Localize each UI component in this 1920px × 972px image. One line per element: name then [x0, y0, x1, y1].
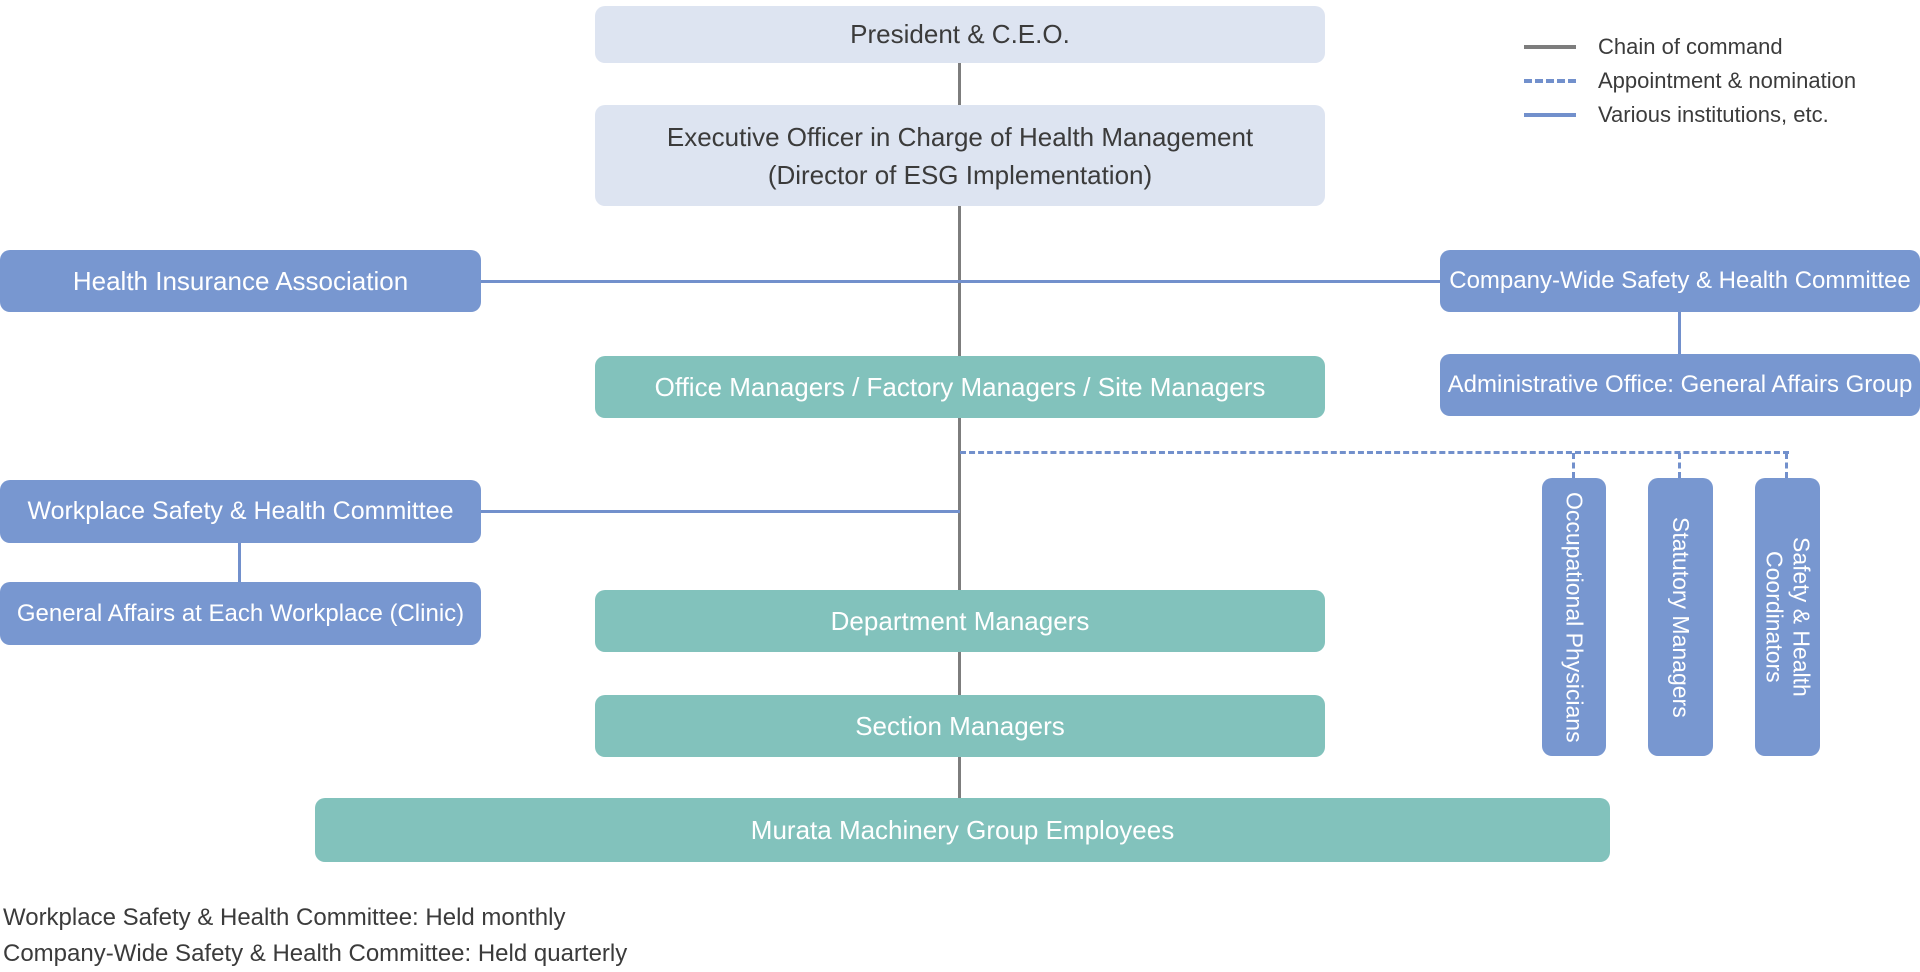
general-affairs-clinic-label: General Affairs at Each Workplace (Clini…	[16, 599, 465, 627]
occupational-physicians-label: Occupational Physicians	[1561, 491, 1588, 743]
office-managers-box: Office Managers / Factory Managers / Sit…	[595, 356, 1325, 418]
footnote-workplace-monthly: Workplace Safety & Health Committee: Hel…	[3, 904, 566, 931]
executive-officer-label-line1: Executive Officer in Charge of Health Ma…	[666, 121, 1254, 152]
legend: Chain of command Appointment & nominatio…	[1524, 30, 1856, 132]
safety-health-coordinators-label: Safety & Health Coordinators	[1761, 537, 1815, 697]
executive-officer-box: Executive Officer in Charge of Health Ma…	[595, 105, 1325, 206]
legend-label-chain-of-command: Chain of command	[1598, 34, 1783, 59]
appointment-nomination-line	[960, 451, 1789, 454]
general-affairs-clinic-box: General Affairs at Each Workplace (Clini…	[0, 582, 481, 645]
executive-officer-label-line2: (Director of ESG Implementation)	[767, 159, 1153, 190]
department-managers-box: Department Managers	[595, 590, 1325, 652]
appointment-drop-coordinators	[1785, 453, 1788, 478]
legend-row-various-institutions: Various institutions, etc.	[1524, 98, 1856, 132]
occupational-physicians-box: Occupational Physicians	[1542, 478, 1606, 756]
group-employees-box: Murata Machinery Group Employees	[315, 798, 1610, 862]
section-managers-label: Section Managers	[855, 710, 1065, 741]
dashed-blue-line-swatch	[1524, 79, 1576, 83]
president-ceo-box: President & C.E.O.	[595, 6, 1325, 63]
health-insurance-association-label: Health Insurance Association	[72, 265, 409, 296]
solid-gray-line-swatch	[1524, 45, 1576, 49]
administrative-office-box: Administrative Office: General Affairs G…	[1440, 354, 1920, 416]
department-managers-label: Department Managers	[830, 605, 1090, 636]
company-wide-committee-label: Company-Wide Safety & Health Committee	[1449, 267, 1911, 294]
safety-health-coordinators-box: Safety & Health Coordinators	[1755, 478, 1820, 756]
legend-label-various-institutions: Various institutions, etc.	[1598, 102, 1829, 127]
institutions-line-committees	[481, 280, 1440, 283]
solid-blue-line-swatch	[1524, 113, 1576, 117]
chain-of-command-trunk-line	[958, 62, 961, 800]
president-ceo-label: President & C.E.O.	[850, 19, 1070, 49]
legend-row-chain-of-command: Chain of command	[1524, 30, 1856, 64]
statutory-managers-label: Statutory Managers	[1668, 516, 1694, 718]
administrative-office-label: Administrative Office: General Affairs G…	[1447, 371, 1913, 398]
institutions-line-companywide-to-admin	[1678, 312, 1681, 354]
footnotes: Workplace Safety & Health Committee: Hel…	[3, 900, 627, 972]
appointment-drop-occupational	[1572, 453, 1575, 478]
workplace-committee-box: Workplace Safety & Health Committee	[0, 480, 481, 543]
workplace-committee-label: Workplace Safety & Health Committee	[27, 497, 454, 525]
health-insurance-association-box: Health Insurance Association	[0, 250, 481, 312]
legend-label-appointment-nomination: Appointment & nomination	[1598, 68, 1857, 93]
footnote-companywide-quarterly: Company-Wide Safety & Health Committee: …	[3, 940, 628, 967]
section-managers-box: Section Managers	[595, 695, 1325, 757]
institutions-line-workplace	[481, 510, 960, 513]
institutions-line-workplace-to-genaffairs	[238, 543, 241, 582]
legend-row-appointment-nomination: Appointment & nomination	[1524, 64, 1856, 98]
group-employees-label: Murata Machinery Group Employees	[750, 814, 1175, 845]
office-managers-label: Office Managers / Factory Managers / Sit…	[654, 371, 1266, 402]
appointment-drop-statutory	[1678, 453, 1681, 478]
company-wide-committee-box: Company-Wide Safety & Health Committee	[1440, 250, 1920, 312]
statutory-managers-box: Statutory Managers	[1648, 478, 1713, 756]
